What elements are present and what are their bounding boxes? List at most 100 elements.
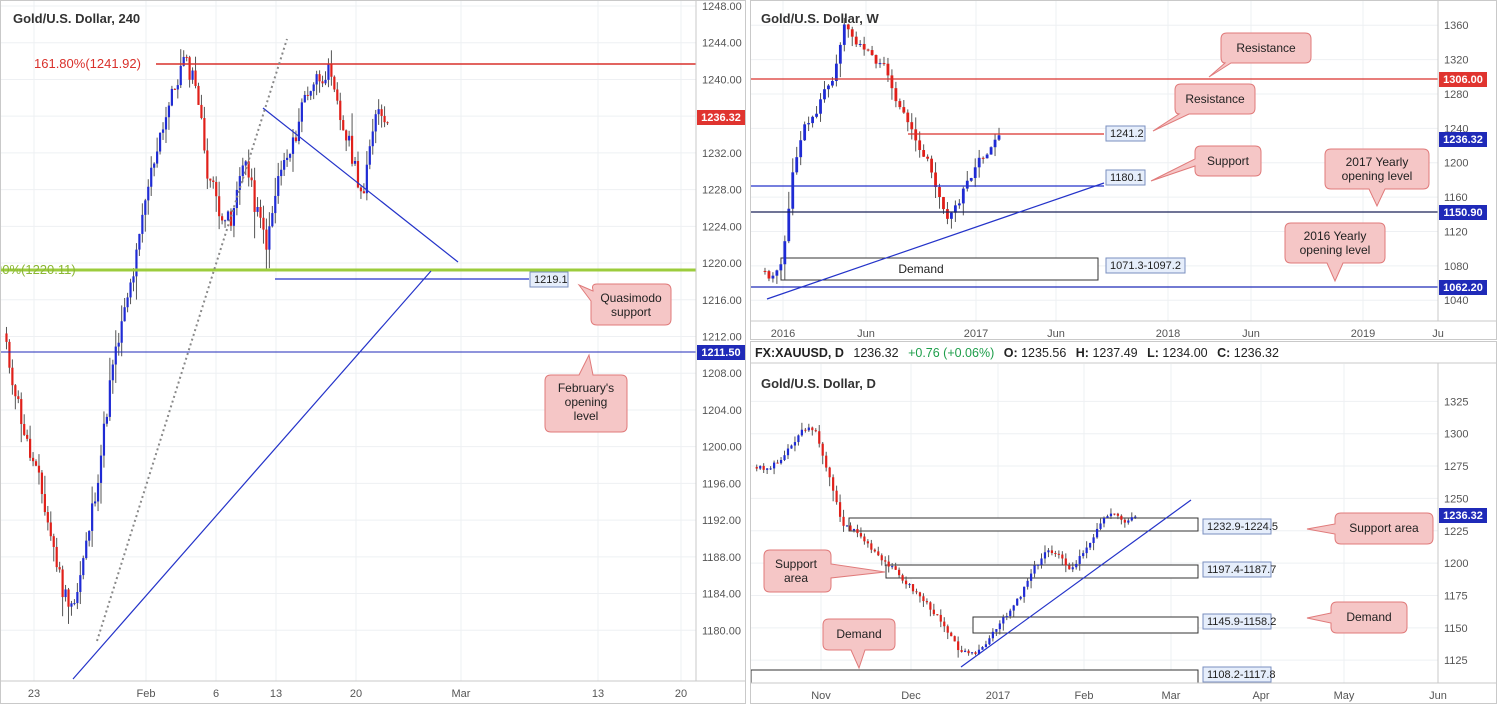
candle-body [67,589,70,607]
weekly-callout-2017-line2: opening level [1342,169,1413,183]
time-tick-label: Dec [901,690,921,702]
candle-body [161,129,165,133]
candle-body [891,566,894,568]
h4-fib-161-label: 161.80%(1241.92) [34,56,141,71]
candle-body [138,233,141,250]
daily-header-bar [751,342,1496,362]
candle-body [762,465,765,470]
candle-body [1082,553,1085,557]
daily-chart[interactable]: FX:XAUUSD, D 1236.32 +0.76 (+0.06%) O: 1… [751,342,1497,704]
candle-body [858,43,862,45]
candle-body [197,85,200,105]
candle-body [283,160,286,170]
weekly-demand-range-label: 1071.3-1097.2 [1110,260,1181,272]
price-tick-label: 1275 [1444,461,1468,473]
candle-body [188,57,191,80]
daily-header-open-label: O: [1004,346,1018,360]
h4-chart-panel[interactable]: 1180.00 1184.00 1188.00 1192.00 1196.00 1200.… [0,0,746,704]
candle-body [194,70,197,86]
price-tick-label: 1120 [1444,226,1468,238]
price-tick-label: 1208.00 [702,368,742,380]
candle-body [914,129,918,141]
candle-body [40,472,44,495]
candle-body [70,603,73,607]
candle-body [946,626,949,633]
candle-body [783,455,786,460]
price-tick-label: 1200 [1444,558,1468,570]
h4-callout-quasimodo-line1: Quasimodo [600,291,662,305]
candle-body [974,652,977,654]
candle-body [825,455,828,468]
candle-body [153,163,156,168]
candle-body [929,602,932,610]
weekly-1062-badge [1439,280,1487,295]
weekly-1306-badge-text: 1306.00 [1443,74,1483,86]
candle-body [977,649,981,654]
price-tick-label: 1125 [1444,655,1468,667]
time-tick-label: 2018 [1156,328,1180,340]
weekly-callout-2016-yearly: 2016 Yearly opening level [1284,222,1386,283]
candle-body [1023,586,1026,597]
candle-body [925,601,928,603]
time-tick-label: Ju [1432,328,1444,340]
candle-body [129,282,132,298]
h4-callout-quasimodo-line2: support [611,305,652,319]
candle-body [82,558,85,576]
candle-body [120,321,123,343]
price-tick-label: 1248.00 [702,1,742,13]
weekly-trend-line [766,182,1105,300]
candle-body [306,94,309,96]
daily-zone-1158-box [1202,613,1272,630]
candle-body [821,443,824,456]
price-tick-label: 1360 [1444,20,1468,32]
candle-body [1016,598,1019,606]
h4-chart[interactable]: 1180.00 1184.00 1188.00 1192.00 1196.00 1200.… [1,1,746,704]
candle-body [793,442,797,446]
candle-body [37,465,41,473]
candle-body [791,172,795,209]
candle-body [804,429,807,431]
weekly-1062-badge-text: 1062.20 [1443,282,1483,294]
candle-body [288,153,292,158]
candle-body [232,208,236,226]
daily-chart-panel[interactable]: FX:XAUUSD, D 1236.32 +0.76 (+0.06%) O: 1… [750,341,1497,704]
candle-body [73,603,76,605]
candle-body [1130,517,1133,521]
candle-body [1061,554,1064,559]
candle-body [918,592,922,597]
candle-body [961,188,965,204]
weekly-callout-2016-line1: 2016 Yearly [1304,229,1367,243]
h4-channel-upper-line [262,107,459,263]
weekly-callout-resistance-top: Resistance [1208,32,1312,78]
price-tick-label: 1228.00 [702,185,742,197]
candle-body [874,55,878,64]
candle-body [374,114,377,132]
candle-body [164,117,168,130]
daily-header-price: 1236.32 [853,346,898,360]
candle-body [1040,558,1043,565]
candle-body [989,147,993,155]
candle-body [1057,553,1060,555]
candle-body [797,435,800,443]
candle-body [179,65,182,86]
candle-body [997,135,1001,140]
candle-body [147,186,150,201]
price-tick-label: 1240.00 [702,74,742,86]
candle-body [854,36,858,45]
candle-body [960,650,963,652]
weekly-chart-panel[interactable]: 1040 1080 1120 1160 1200 1240 1280 1320 1360 201… [750,0,1497,340]
candle-body [185,56,188,58]
time-tick-label: 6 [213,688,219,700]
candle-body [894,566,897,570]
h4-callout-february-line3: level [574,409,599,423]
candle-body [43,494,46,513]
daily-header-low-label: L: [1147,346,1159,360]
candle-body [1085,547,1088,554]
candle-body [942,197,945,210]
daily-callout-support-area-left-line2: area [784,571,808,585]
candle-body [898,569,901,576]
candle-body [852,528,856,531]
candle-body [209,178,212,181]
candle-body [342,120,345,131]
